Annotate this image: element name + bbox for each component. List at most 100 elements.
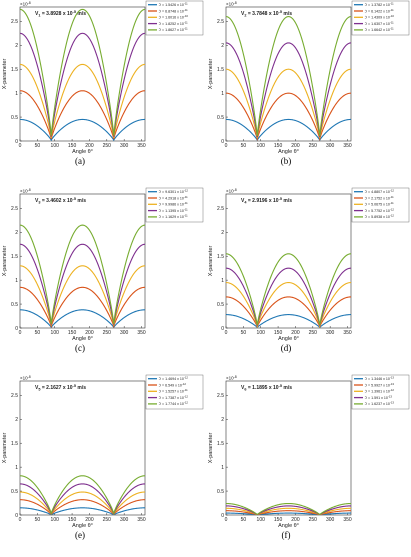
axis-exponent-value: -8 [234,1,237,5]
x-tick-label: 150 [274,143,283,149]
legend-symbol: ℑ [365,16,368,20]
chart-title-subscript: 1 [38,14,40,18]
y-tick-label: 1.5 [11,67,18,73]
axis-exponent-base: ×10 [20,376,28,381]
legend-mantissa: = 1.3782 x 10 [367,3,390,7]
legend-mantissa: = 1.7387 x 10 [161,396,184,400]
legend-exponent: -11 [184,201,188,205]
chart-title-symbol: V [35,11,39,17]
series-line [226,253,351,326]
x-tick-label: 300 [326,143,335,149]
series-line [226,92,351,141]
x-axis-label: Angle θ° [278,523,299,529]
legend-entry: ℑ = 1.6307 x 10-11 [365,20,395,26]
legend-entry: ℑ = 5.8938 x 10-12 [365,214,395,220]
x-tick-label: 0 [19,517,22,523]
y-tick-label: 0.5 [217,489,224,495]
legend-symbol: ℑ [365,215,368,219]
y-axis-label: X-parameter [208,433,214,464]
y-tick-label: 2 [221,230,224,236]
x-tick-label: 150 [274,330,283,336]
chart-title: V4 = 2.9196 x 10-5 m/s [241,197,292,205]
legend-symbol: ℑ [365,3,368,7]
legend: ℑ = 1.4694 x 10-12ℑ = 6.549 x 10-12ℑ = 1… [145,374,204,410]
legend-symbol: ℑ [365,377,368,381]
legend-symbol: ℑ [159,377,162,381]
chart-title-symbol: V [241,198,245,204]
y-tick-label: 2 [15,230,18,236]
y-tick-label: 1 [15,91,18,97]
chart-svg: 0 0.5 1 1.5 2 2.5 ×10-8 0 50 100 150 200 250 300 350 An… [208,374,410,529]
series-group [226,16,351,141]
series-line [226,510,351,515]
chart-title-exponent: -5 [279,197,282,201]
legend-symbol: ℑ [365,22,368,26]
y-axis-label: X-parameter [2,433,8,464]
y-tick-label: 1.5 [217,67,224,73]
series-line [226,314,351,328]
y-tick-label: 1.5 [11,254,18,260]
legend-entry: ℑ = 6.549 x 10-12 [159,382,187,388]
legend: ℑ = 4.8807 x 10-12 ℑ = 2.1752 x 10-11 ℑ = … [351,187,410,223]
y-tick-label: 2 [221,417,224,423]
legend-mantissa: = 9.9986 x 10 [161,203,184,207]
panel-caption: (a) [75,156,85,166]
legend-symbol: ℑ [159,16,162,20]
legend-exponent: -11 [390,20,394,24]
x-axis-label: Angle θ° [72,523,93,529]
legend-symbol: ℑ [159,209,162,213]
legend-symbol: ℑ [365,209,368,213]
legend: ℑ = 1.3446 x 10-13ℑ = 5.9927 x 10-13ℑ = … [351,374,410,410]
x-tick-label: 100 [51,330,60,336]
chart-title-value: = 3.7848 x 10 [246,11,278,17]
x-tick-label: 100 [51,517,60,523]
legend-entry: ℑ = 2.1752 x 10-11 [365,195,395,201]
y-tick-label: 2.5 [217,393,224,399]
legend-entry: ℑ = 1.6016 x 10-10 [159,14,189,20]
axis-exponent-value: -8 [28,375,31,379]
chart-title-exponent: -5 [73,197,76,201]
chart-title-symbol: V [35,198,39,204]
series-line [20,265,145,326]
chart-title-subscript: 5 [38,388,40,392]
legend-exponent: -11 [390,201,394,205]
legend-symbol: ℑ [159,383,162,387]
legend-exponent: -11 [184,27,188,31]
legend-entry: ℑ = 1.1629 x 10-11 [159,214,189,220]
x-axis-label: Angle θ° [278,149,299,155]
legend-symbol: ℑ [159,22,162,26]
y-tick-label: 0.5 [217,115,224,121]
series-line [20,224,145,324]
x-tick-label: 0 [225,143,228,149]
legend-mantissa: = 4.8807 x 10 [367,190,390,194]
plot-frame [225,193,352,329]
panel-caption: (f) [281,530,291,540]
axis-exponent-base: ×10 [226,189,234,194]
x-tick-label: 150 [274,517,283,523]
series-line [226,281,351,328]
legend-symbol: ℑ [365,196,368,200]
legend-exponent: -12 [184,189,188,193]
series-line [226,68,351,139]
chart-title: V2 = 3.7848 x 10-5 m/s [241,10,292,18]
x-tick-label: 350 [343,517,352,523]
series-line [226,267,351,326]
y-tick-label: 1.5 [217,441,224,447]
x-tick-label: 350 [137,517,146,523]
legend-mantissa: = 1.3446 x 10 [367,377,390,381]
chart-title-value: = 2.9196 x 10 [246,198,278,204]
chart-panel: 0 0.5 1 1.5 2 2.5 ×10-8 0 50 100 150 200 250 300 350 An… [0,187,205,370]
legend-mantissa: = 1.6307 x 10 [367,22,390,26]
y-tick-label: 0 [15,139,18,145]
y-tick-label: 2 [221,43,224,49]
x-tick-label: 200 [291,330,300,336]
y-tick-label: 0 [15,326,18,332]
x-tick-label: 0 [19,143,22,149]
chart-panel: 0 0.5 1 1.5 2 2.5 ×10-8 0 50 100 150 200 250 300 350 An… [206,374,411,557]
legend: ℑ = 1.3782 x 10-11ℑ = 6.1422 x 10-11ℑ = … [351,0,410,36]
legend-exponent: -12 [390,189,394,193]
series-line [226,42,351,138]
x-tick-label: 350 [343,143,352,149]
legend-exponent: -12 [390,388,394,392]
legend-exponent: -13 [390,382,394,386]
